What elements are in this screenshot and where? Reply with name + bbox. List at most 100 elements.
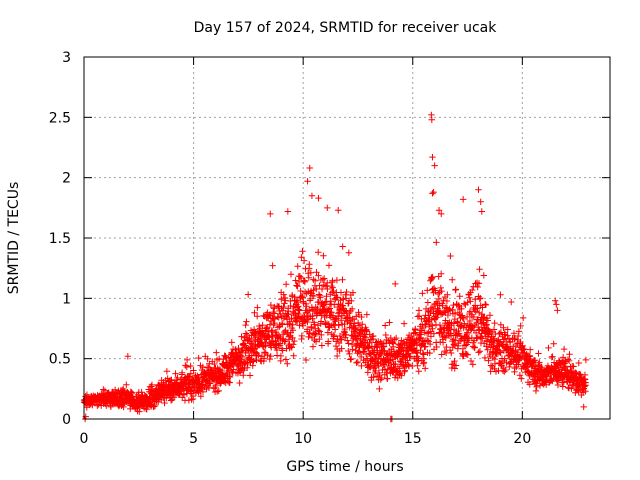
- data-point: [429, 325, 436, 332]
- data-point: [270, 308, 277, 316]
- data-point: [379, 347, 387, 354]
- y-tick-label: 2: [62, 171, 71, 187]
- data-point: [429, 153, 436, 161]
- data-point: [407, 353, 414, 360]
- data-point: [424, 337, 431, 344]
- data-point: [506, 359, 514, 367]
- data-point: [212, 381, 220, 389]
- y-tick-label: 0.5: [49, 352, 71, 368]
- data-point: [581, 382, 588, 390]
- data-point: [518, 375, 525, 382]
- data-point: [570, 379, 577, 387]
- data-point: [508, 298, 515, 306]
- data-point: [230, 366, 237, 373]
- data-point: [449, 361, 457, 368]
- data-point: [462, 333, 470, 341]
- data-point: [292, 277, 299, 284]
- data-point: [406, 353, 413, 361]
- data-point: [490, 326, 498, 333]
- data-point: [197, 393, 205, 400]
- data-point: [352, 313, 360, 320]
- data-point: [545, 344, 552, 352]
- data-point: [348, 305, 356, 313]
- data-point: [281, 300, 288, 307]
- data-point: [417, 346, 424, 354]
- data-point: [356, 349, 364, 356]
- data-point: [320, 252, 327, 259]
- data-point: [163, 368, 171, 375]
- data-point: [459, 314, 466, 321]
- data-point: [501, 355, 508, 362]
- data-point: [348, 341, 356, 348]
- data-point: [553, 377, 561, 385]
- data-point: [174, 374, 181, 382]
- data-point: [491, 360, 499, 367]
- data-point: [475, 280, 483, 287]
- data-point: [367, 363, 374, 371]
- data-point: [324, 279, 331, 287]
- x-tick-label: 10: [294, 431, 312, 447]
- data-point: [290, 352, 297, 360]
- data-point: [182, 362, 189, 369]
- data-point: [425, 338, 432, 345]
- data-point: [427, 333, 435, 340]
- data-point: [463, 351, 470, 358]
- data-point: [239, 346, 246, 354]
- data-point: [439, 339, 447, 346]
- data-point: [354, 358, 361, 366]
- data-point: [437, 270, 445, 277]
- data-point: [127, 388, 134, 395]
- data-point: [279, 347, 286, 354]
- data-point: [355, 348, 362, 355]
- data-point: [267, 352, 274, 360]
- data-point: [321, 298, 329, 306]
- x-tick-label: 15: [404, 431, 422, 447]
- data-point: [123, 381, 130, 388]
- data-point: [387, 365, 395, 372]
- data-point: [559, 354, 567, 361]
- data-point: [478, 208, 485, 215]
- data-point: [477, 334, 485, 341]
- data-point: [244, 360, 251, 368]
- data-point: [438, 351, 445, 358]
- data-point: [353, 359, 360, 367]
- data-point: [396, 365, 403, 372]
- data-point: [470, 313, 478, 321]
- data-point: [279, 307, 287, 314]
- data-point: [210, 385, 217, 392]
- data-point: [294, 263, 301, 270]
- data-point: [519, 314, 527, 322]
- data-point: [246, 372, 254, 379]
- data-point: [318, 331, 325, 339]
- data-point: [523, 364, 531, 371]
- data-point: [482, 301, 490, 309]
- data-point: [423, 330, 431, 337]
- data-point: [394, 374, 401, 382]
- data-point: [532, 387, 540, 395]
- data-point: [383, 369, 390, 376]
- data-point: [279, 321, 286, 328]
- data-point: [253, 356, 260, 364]
- y-axis-label: SRMTID / TECUs: [6, 182, 22, 295]
- data-point: [190, 367, 197, 374]
- data-point: [207, 380, 214, 387]
- data-point: [476, 348, 484, 355]
- data-point: [317, 318, 325, 325]
- data-point: [298, 292, 306, 300]
- data-point: [490, 335, 497, 342]
- data-point: [225, 367, 233, 374]
- data-point: [439, 302, 446, 309]
- data-point: [564, 356, 572, 363]
- data-point: [363, 311, 371, 318]
- data-point: [446, 347, 454, 354]
- data-point: [476, 295, 483, 302]
- data-point: [187, 362, 194, 370]
- data-point: [582, 379, 589, 386]
- data-point: [426, 340, 434, 348]
- data-point: [443, 343, 450, 351]
- x-axis-label: GPS time / hours: [286, 459, 403, 475]
- data-point: [434, 290, 442, 298]
- data-point: [214, 388, 221, 395]
- data-point: [362, 359, 369, 366]
- data-point: [266, 334, 273, 341]
